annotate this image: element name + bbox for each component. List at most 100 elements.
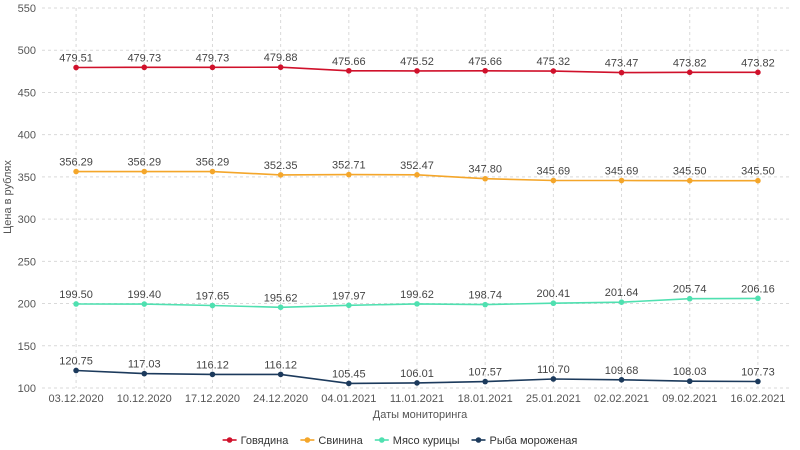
data-point[interactable] bbox=[686, 177, 693, 184]
legend-marker bbox=[475, 437, 482, 443]
data-point[interactable] bbox=[550, 177, 557, 184]
data-point[interactable] bbox=[73, 64, 79, 71]
data-point[interactable] bbox=[141, 301, 148, 307]
data-point[interactable] bbox=[482, 67, 488, 74]
data-point[interactable] bbox=[141, 64, 148, 71]
data-point[interactable] bbox=[414, 380, 420, 386]
data-label: 479.88 bbox=[264, 52, 298, 64]
data-point[interactable] bbox=[755, 295, 761, 302]
data-point[interactable] bbox=[73, 168, 79, 175]
y-tick-label: 100 bbox=[18, 383, 36, 395]
data-point[interactable] bbox=[618, 69, 625, 76]
data-point[interactable] bbox=[686, 69, 693, 76]
data-point[interactable] bbox=[618, 177, 625, 184]
data-point[interactable] bbox=[73, 301, 79, 307]
data-point[interactable] bbox=[277, 172, 284, 178]
x-axis-title: Даты мониторинга bbox=[373, 409, 468, 421]
data-point[interactable] bbox=[482, 175, 488, 182]
legend: Говядина Свинина Мясо курицы Рыба мороженая bbox=[222, 435, 578, 447]
data-point[interactable] bbox=[346, 67, 352, 74]
data-label: 475.66 bbox=[332, 56, 366, 68]
data-point[interactable] bbox=[550, 300, 557, 307]
y-axis-title: Цена в рублях bbox=[2, 160, 14, 234]
data-label: 197.65 bbox=[196, 291, 230, 303]
data-label: 107.73 bbox=[741, 366, 775, 378]
data-label: 120.75 bbox=[59, 355, 93, 367]
data-label: 206.16 bbox=[741, 283, 775, 295]
data-label: 475.66 bbox=[468, 56, 502, 68]
data-label: 199.62 bbox=[400, 289, 434, 301]
data-point[interactable] bbox=[686, 378, 693, 385]
data-label: 345.50 bbox=[741, 166, 775, 178]
data-label: 345.69 bbox=[537, 166, 571, 178]
data-point[interactable] bbox=[755, 378, 761, 385]
data-label: 352.47 bbox=[400, 160, 434, 172]
data-point[interactable] bbox=[414, 172, 420, 178]
legend-marker bbox=[226, 437, 233, 443]
data-label: 198.74 bbox=[468, 290, 502, 302]
y-tick-label: 150 bbox=[18, 341, 36, 353]
data-label: 205.74 bbox=[673, 284, 707, 296]
data-label: 107.57 bbox=[468, 367, 502, 379]
legend-label: Говядина bbox=[241, 435, 290, 447]
y-tick-label: 400 bbox=[18, 130, 36, 142]
x-tick-label: 04.01.2021 bbox=[321, 393, 376, 405]
data-point[interactable] bbox=[209, 371, 216, 378]
data-point[interactable] bbox=[73, 367, 79, 374]
legend-item[interactable]: Рыба мороженая bbox=[471, 435, 578, 447]
data-point[interactable] bbox=[277, 371, 284, 378]
legend-marker bbox=[379, 437, 385, 443]
data-point[interactable] bbox=[482, 378, 488, 385]
data-point[interactable] bbox=[414, 301, 420, 307]
data-label: 199.50 bbox=[59, 289, 93, 301]
x-tick-label: 03.12.2020 bbox=[49, 393, 104, 405]
data-label: 479.51 bbox=[59, 53, 93, 65]
legend-item[interactable]: Мясо курицы bbox=[374, 435, 460, 447]
data-label: 475.52 bbox=[400, 56, 434, 68]
x-tick-label: 02.02.2021 bbox=[594, 393, 649, 405]
data-point[interactable] bbox=[618, 377, 625, 383]
data-label: 347.80 bbox=[468, 164, 502, 176]
data-point[interactable] bbox=[482, 301, 488, 308]
data-point[interactable] bbox=[346, 171, 352, 178]
data-point[interactable] bbox=[755, 69, 761, 76]
data-label: 356.29 bbox=[196, 157, 230, 169]
legend-item[interactable]: Говядина bbox=[222, 435, 290, 447]
x-tick-label: 09.02.2021 bbox=[662, 393, 717, 405]
data-label: 473.47 bbox=[605, 58, 639, 70]
data-point[interactable] bbox=[277, 304, 284, 311]
x-tick-label: 24.12.2020 bbox=[253, 393, 308, 405]
data-point[interactable] bbox=[141, 168, 148, 175]
y-axis: 100 150 200 250 300 350 400 450 500 550 bbox=[18, 3, 36, 395]
data-point[interactable] bbox=[755, 177, 761, 184]
data-point[interactable] bbox=[550, 68, 557, 74]
data-point[interactable] bbox=[346, 302, 352, 309]
data-point[interactable] bbox=[686, 295, 693, 302]
data-label: 106.01 bbox=[400, 368, 434, 380]
data-label: 345.69 bbox=[605, 166, 639, 178]
data-label: 199.40 bbox=[127, 289, 161, 301]
data-point[interactable] bbox=[277, 64, 284, 71]
y-tick-label: 350 bbox=[18, 172, 36, 184]
legend-label: Рыба мороженая bbox=[490, 435, 578, 447]
data-point[interactable] bbox=[141, 370, 148, 377]
data-point[interactable] bbox=[209, 302, 216, 309]
data-label: 105.45 bbox=[332, 368, 366, 380]
data-label: 116.12 bbox=[196, 359, 229, 371]
data-label: 475.32 bbox=[537, 56, 571, 68]
data-point[interactable] bbox=[346, 380, 352, 387]
grid bbox=[42, 7, 792, 389]
data-point[interactable] bbox=[550, 376, 557, 382]
data-point[interactable] bbox=[414, 68, 420, 74]
x-tick-label: 18.01.2021 bbox=[458, 393, 513, 405]
legend-item[interactable]: Свинина bbox=[300, 435, 364, 447]
data-labels: 479.51 479.73 479.73 479.88 475.66 475.52 475.… bbox=[59, 52, 774, 380]
data-point[interactable] bbox=[618, 299, 625, 305]
data-label: 110.70 bbox=[537, 364, 570, 376]
data-point[interactable] bbox=[209, 64, 216, 71]
data-label: 200.41 bbox=[537, 288, 571, 300]
data-point[interactable] bbox=[209, 168, 216, 175]
data-label: 201.64 bbox=[605, 287, 639, 299]
x-tick-label: 10.12.2020 bbox=[117, 393, 172, 405]
